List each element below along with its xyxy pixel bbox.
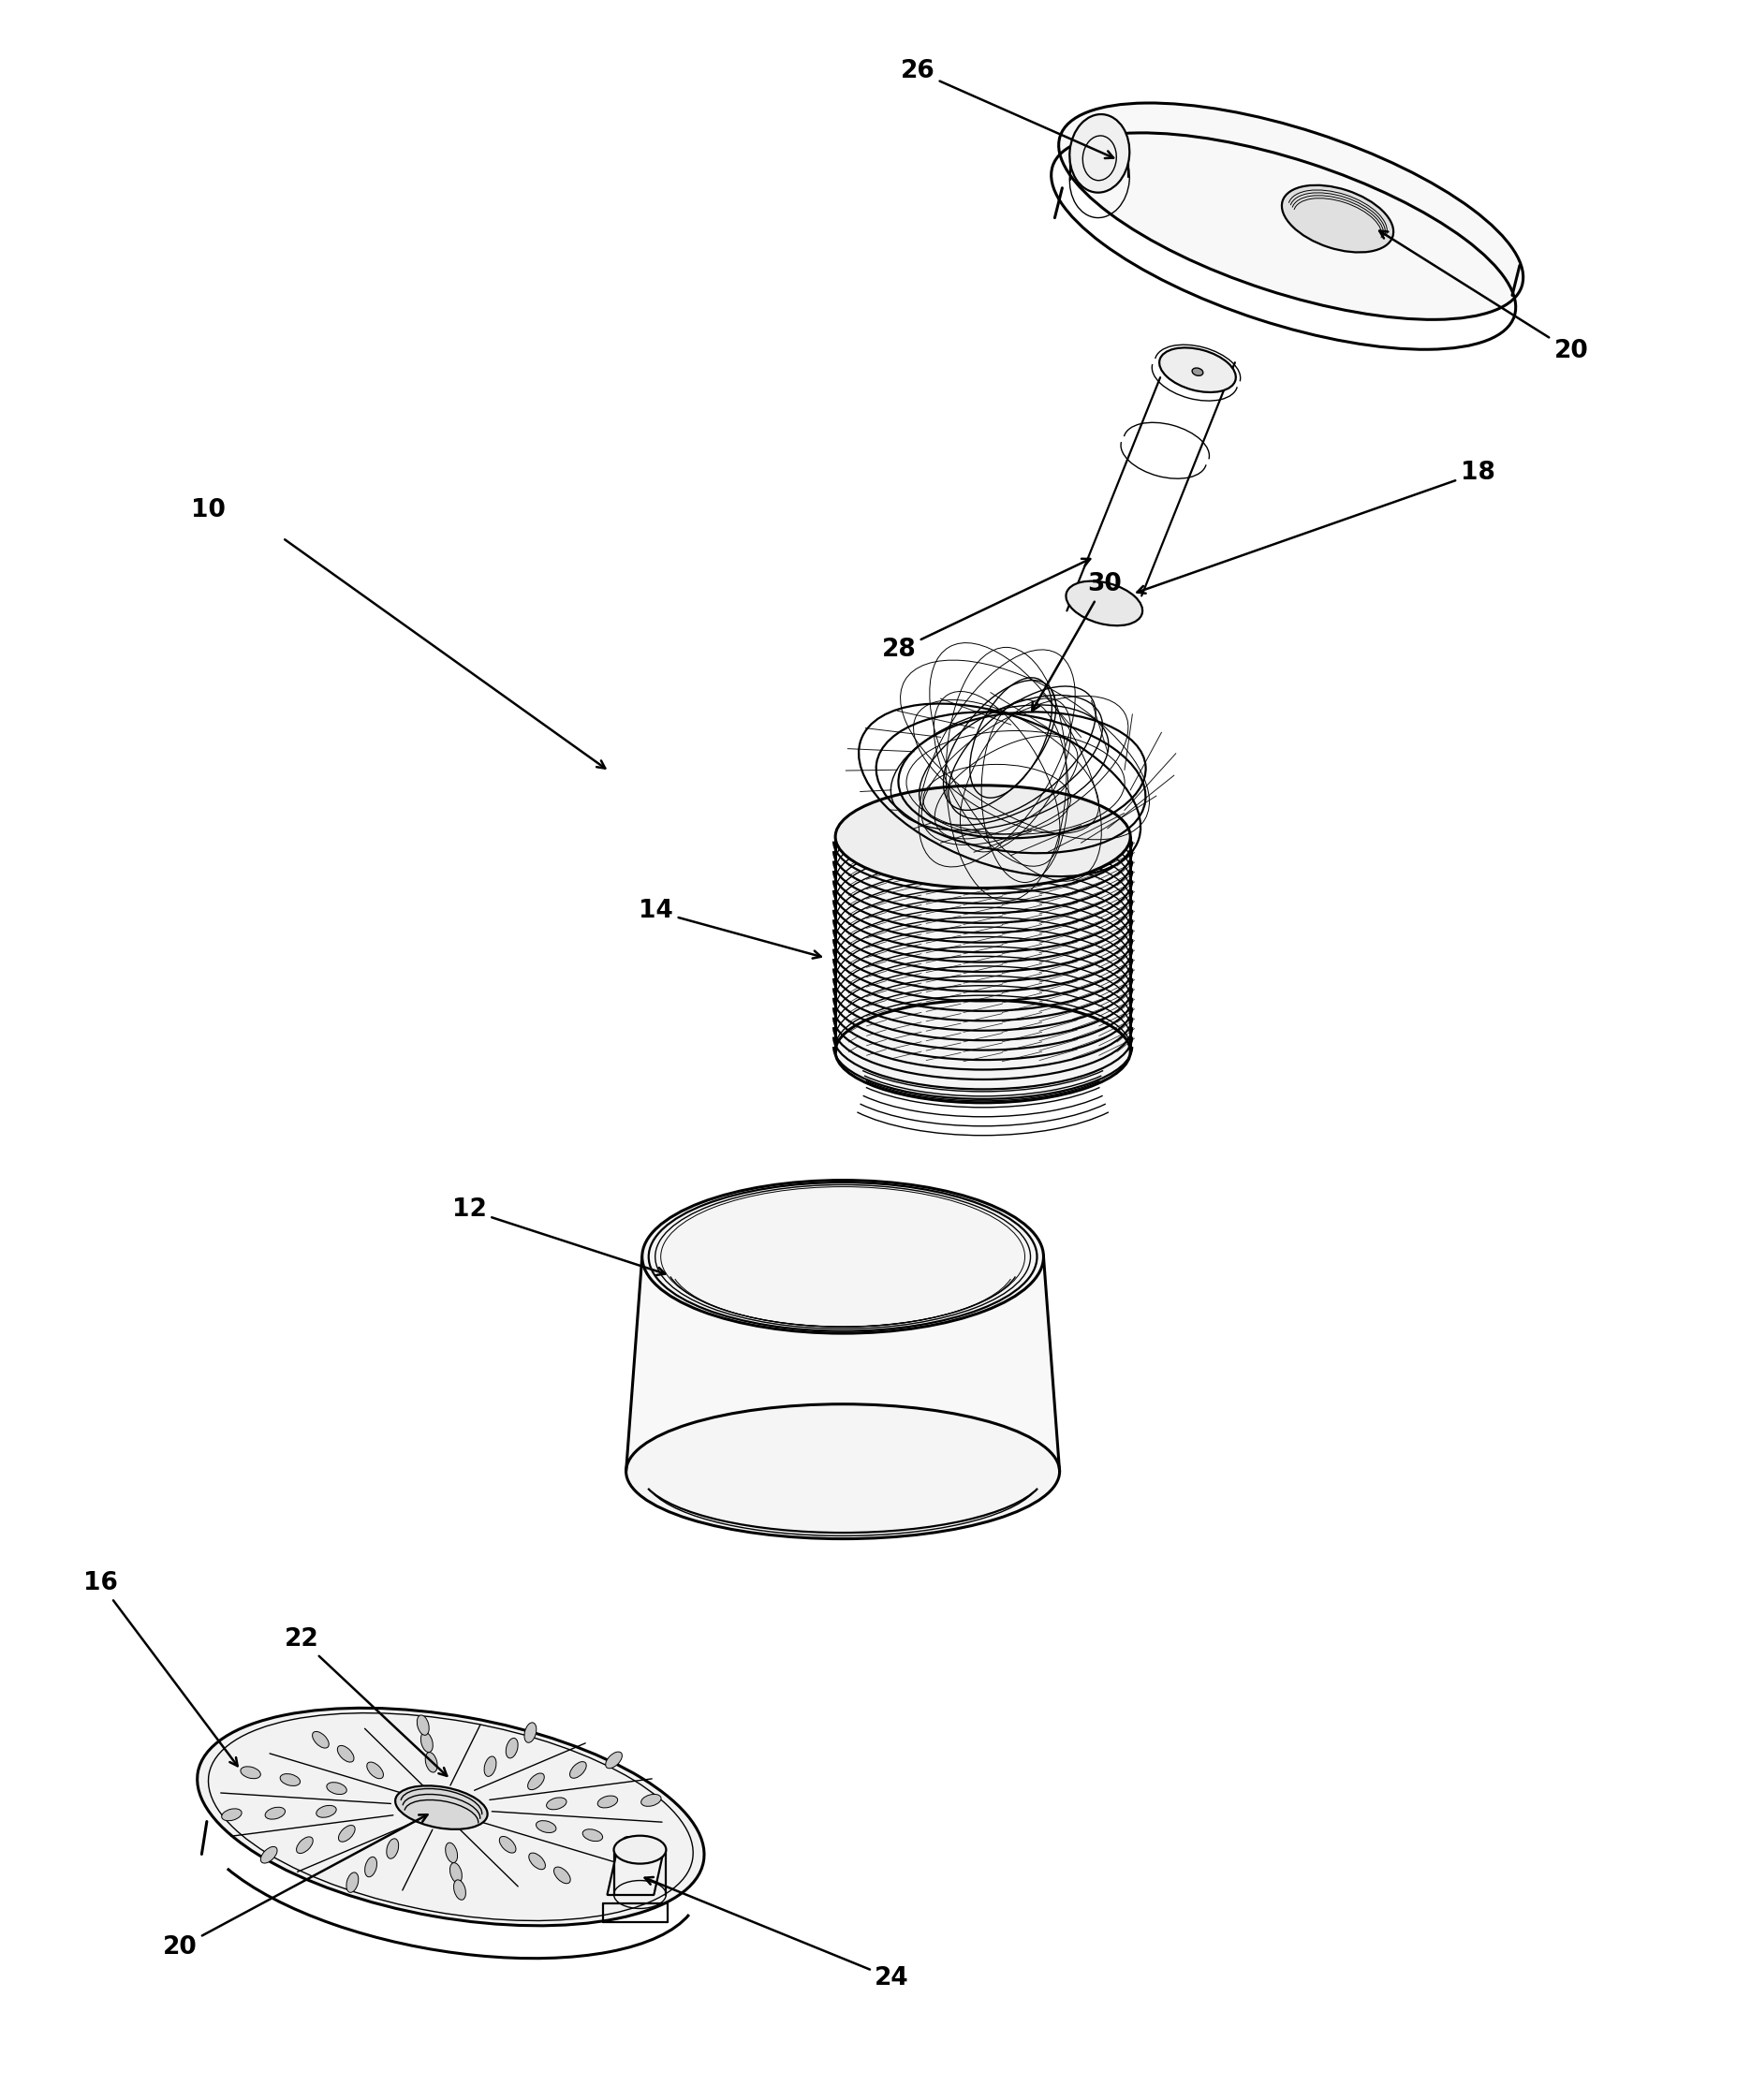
Ellipse shape bbox=[1059, 103, 1523, 319]
Ellipse shape bbox=[240, 1766, 261, 1779]
Ellipse shape bbox=[1159, 349, 1236, 393]
Ellipse shape bbox=[338, 1745, 354, 1762]
Text: 12: 12 bbox=[452, 1197, 665, 1275]
Ellipse shape bbox=[425, 1751, 438, 1772]
Ellipse shape bbox=[835, 1000, 1131, 1102]
Ellipse shape bbox=[641, 1793, 662, 1806]
Ellipse shape bbox=[198, 1707, 704, 1926]
Text: 18: 18 bbox=[1136, 460, 1495, 594]
Text: 30: 30 bbox=[1031, 573, 1121, 710]
Ellipse shape bbox=[546, 1798, 567, 1810]
Ellipse shape bbox=[222, 1808, 242, 1821]
Ellipse shape bbox=[280, 1775, 299, 1785]
Text: 28: 28 bbox=[883, 559, 1091, 662]
Text: 20: 20 bbox=[163, 1814, 427, 1959]
Ellipse shape bbox=[387, 1840, 399, 1859]
Ellipse shape bbox=[264, 1808, 285, 1819]
Ellipse shape bbox=[499, 1835, 517, 1852]
Ellipse shape bbox=[583, 1829, 602, 1842]
Text: 24: 24 bbox=[644, 1877, 909, 1991]
Ellipse shape bbox=[553, 1867, 571, 1884]
Ellipse shape bbox=[327, 1783, 347, 1793]
Ellipse shape bbox=[1066, 582, 1142, 626]
Ellipse shape bbox=[627, 1405, 1059, 1539]
Ellipse shape bbox=[445, 1842, 457, 1863]
Ellipse shape bbox=[615, 1835, 665, 1863]
Ellipse shape bbox=[312, 1732, 329, 1747]
Ellipse shape bbox=[569, 1762, 587, 1779]
Ellipse shape bbox=[506, 1739, 518, 1758]
Ellipse shape bbox=[622, 1835, 643, 1848]
Ellipse shape bbox=[454, 1880, 466, 1901]
Ellipse shape bbox=[527, 1772, 545, 1789]
Ellipse shape bbox=[347, 1873, 359, 1892]
Ellipse shape bbox=[338, 1825, 355, 1842]
Ellipse shape bbox=[536, 1821, 557, 1833]
Ellipse shape bbox=[364, 1856, 376, 1877]
Ellipse shape bbox=[1070, 113, 1129, 193]
Ellipse shape bbox=[485, 1756, 496, 1777]
Text: 16: 16 bbox=[84, 1571, 238, 1766]
PathPatch shape bbox=[627, 1256, 1059, 1472]
Ellipse shape bbox=[606, 1751, 622, 1768]
Ellipse shape bbox=[597, 1796, 618, 1808]
Ellipse shape bbox=[368, 1762, 383, 1779]
Ellipse shape bbox=[524, 1722, 536, 1743]
Text: 22: 22 bbox=[284, 1628, 447, 1777]
Text: 14: 14 bbox=[639, 899, 821, 958]
Ellipse shape bbox=[317, 1806, 336, 1816]
Ellipse shape bbox=[1192, 368, 1203, 376]
Ellipse shape bbox=[643, 1180, 1044, 1334]
Ellipse shape bbox=[529, 1852, 545, 1869]
Ellipse shape bbox=[450, 1863, 462, 1884]
Ellipse shape bbox=[296, 1838, 313, 1854]
PathPatch shape bbox=[835, 836, 1131, 1052]
Text: 10: 10 bbox=[191, 498, 226, 523]
Text: 20: 20 bbox=[1380, 231, 1588, 363]
Ellipse shape bbox=[396, 1785, 487, 1829]
Ellipse shape bbox=[420, 1732, 432, 1751]
Ellipse shape bbox=[261, 1846, 277, 1863]
Ellipse shape bbox=[417, 1716, 429, 1735]
Ellipse shape bbox=[835, 785, 1131, 888]
Ellipse shape bbox=[1282, 185, 1394, 252]
Text: 26: 26 bbox=[900, 59, 1114, 158]
